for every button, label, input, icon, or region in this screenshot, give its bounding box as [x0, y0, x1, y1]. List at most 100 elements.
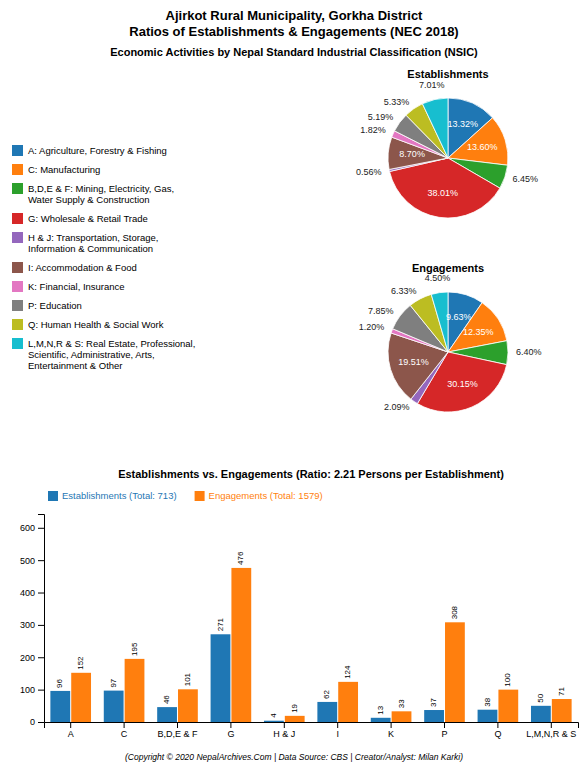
data-label: 1.82%	[360, 125, 386, 135]
tick: 400	[20, 588, 44, 598]
pie: Establishments13.32%13.60%6.45%38.01%0.5…	[356, 68, 538, 218]
subtitle: Economic Activities by Nepal Standard In…	[110, 46, 478, 58]
data-label: 33	[397, 699, 406, 708]
tick-mark	[38, 560, 44, 561]
legend-item: G: Wholesale & Retail Trade	[12, 213, 148, 224]
tick-mark	[391, 722, 392, 728]
data-label: 13.60%	[467, 142, 498, 152]
legend-item: K: Financial, Insurance	[12, 281, 125, 292]
tick-mark	[38, 593, 44, 594]
tick-label: 300	[20, 620, 35, 630]
legend-swatch	[12, 232, 23, 243]
tick-label: A	[68, 729, 74, 739]
tick-label: I	[336, 729, 339, 739]
legend-swatch	[195, 491, 205, 501]
legend-swatch	[12, 213, 23, 224]
data-label: 71	[557, 687, 566, 696]
tick-mark	[70, 722, 71, 728]
bar	[371, 718, 391, 722]
tick-label: 200	[20, 653, 35, 663]
data-label: 5.19%	[368, 112, 394, 122]
bar	[104, 691, 124, 722]
data-label: 195	[130, 642, 139, 656]
tick-label: 400	[20, 588, 35, 598]
tick-mark	[551, 722, 552, 728]
tick: K	[388, 722, 394, 739]
tick-label: P	[441, 729, 447, 739]
data-label: 152	[76, 656, 85, 670]
bar	[285, 716, 305, 722]
tick-label: G	[227, 729, 234, 739]
bar	[392, 711, 412, 722]
legend-item: Q: Human Health & Social Work	[12, 319, 164, 330]
legend-label: P: Education	[28, 300, 82, 311]
tick: G	[227, 722, 234, 739]
data-label: 38.01%	[427, 188, 458, 198]
tick-mark	[38, 625, 44, 626]
legend-label: L,M,N,R & S: Real Estate, Professional,S…	[28, 338, 195, 371]
legend-item: A: Agriculture, Forestry & Fishing	[12, 145, 167, 156]
tick-mark	[284, 722, 285, 728]
data-label: 19	[290, 703, 299, 712]
legend-label: A: Agriculture, Forestry & Fishing	[28, 145, 167, 156]
bar	[157, 707, 177, 722]
tick: B,D,E & F	[157, 722, 198, 739]
y-axis: 0100200300400500600	[20, 515, 45, 728]
legend-label: Engagements (Total: 1579)	[209, 490, 323, 501]
bar	[445, 622, 465, 722]
tick: I	[336, 722, 339, 739]
tick-mark	[337, 722, 338, 728]
data-label: 97	[109, 678, 118, 687]
legend-item: I: Accommodation & Food	[12, 262, 137, 273]
legend-label: G: Wholesale & Retail Trade	[28, 213, 148, 224]
data-label: 4	[269, 713, 278, 718]
data-label: 19.51%	[398, 357, 429, 367]
tick-label: K	[388, 729, 394, 739]
axis-line	[38, 515, 45, 723]
tick-label: L,M,N,R & S	[526, 729, 576, 739]
pie-slice	[422, 98, 448, 158]
legend-swatch	[12, 281, 23, 292]
tick-label: B,D,E & F	[157, 729, 198, 739]
tick-label: Q	[494, 729, 501, 739]
tick: 300	[20, 620, 44, 630]
bar	[338, 682, 358, 722]
axis-line	[45, 723, 579, 729]
tick: 600	[20, 523, 44, 533]
bar	[498, 690, 518, 722]
legend-item: Engagements (Total: 1579)	[195, 490, 323, 501]
bar	[424, 710, 444, 722]
bar	[50, 691, 70, 722]
data-label: 30.15%	[447, 379, 478, 389]
tick: P	[441, 722, 447, 739]
tick: 500	[20, 556, 44, 566]
legend-swatch	[12, 338, 23, 349]
tick-label: H & J	[273, 729, 295, 739]
data-label: 476	[236, 551, 245, 565]
legend-swatch	[48, 491, 58, 501]
bar-section: Establishments vs. Engagements (Ratio: 2…	[20, 468, 579, 739]
legend-label: Establishments (Total: 713)	[62, 490, 177, 501]
legend-item: C: Manufacturing	[12, 164, 100, 175]
legend-swatch	[12, 319, 23, 330]
data-label: 13.32%	[447, 119, 478, 129]
tick-mark	[497, 722, 498, 728]
data-label: 37	[429, 698, 438, 707]
data-label: 124	[343, 665, 352, 679]
tick-label: C	[121, 729, 128, 739]
tick-label: 600	[20, 523, 35, 533]
data-label: 7.85%	[368, 306, 394, 316]
data-label: 96	[55, 678, 64, 687]
tick-mark	[124, 722, 125, 728]
tick: Q	[494, 722, 501, 739]
legend-item: L,M,N,R & S: Real Estate, Professional,S…	[12, 338, 195, 371]
tick-label: 500	[20, 556, 35, 566]
data-label: 38	[483, 697, 492, 706]
data-label: 9.63%	[446, 312, 472, 322]
pie: Engagements9.63%12.35%6.40%30.15%2.09%19…	[359, 262, 542, 412]
data-label: 7.01%	[419, 80, 445, 90]
data-label: 4.50%	[425, 273, 451, 283]
data-label: 46	[162, 695, 171, 704]
footer: (Copyright © 2020 NepalArchives.Com | Da…	[125, 752, 463, 762]
tick: C	[121, 722, 128, 739]
